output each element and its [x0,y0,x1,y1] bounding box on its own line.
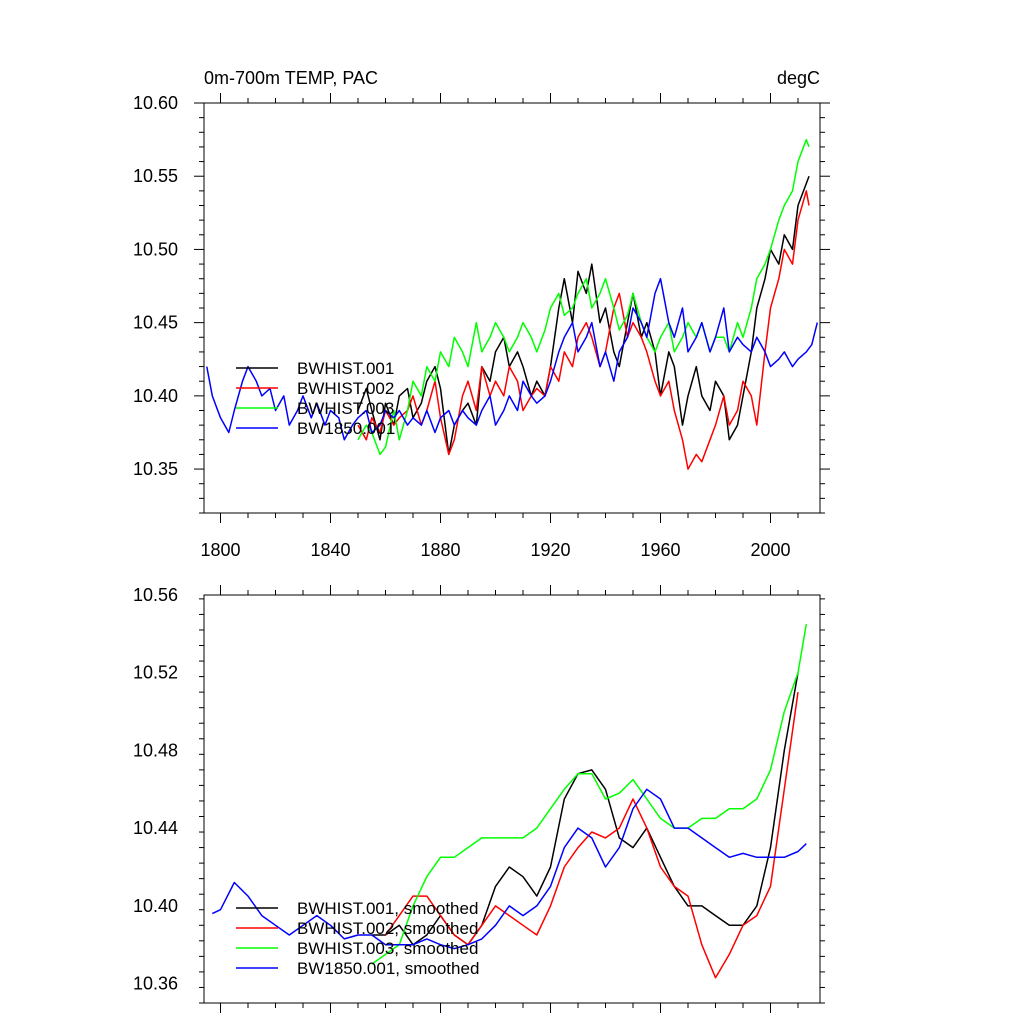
tick-marks [199,585,825,1013]
x-tick-label: 1840 [310,540,350,560]
plot-frame [203,594,821,1004]
y-tick-label: 10.50 [133,239,178,259]
legend-label: BWHIST.002 [297,379,394,398]
y-tick-label: 10.60 [133,93,178,113]
top-panel: 10.35 10.40 10.45 10.50 10.55 10.60 1800 1840 18… [133,68,830,560]
bottom-panel: 10.36 10.40 10.44 10.48 10.52 10.56 BWHIST.001… [133,585,825,1013]
panel-title-left: 0m-700m TEMP, PAC [204,68,378,88]
x-tick-label: 2000 [750,540,790,560]
x-tick-label: 1960 [640,540,680,560]
y-tick-label: 10.35 [133,459,178,479]
legend-label: BW1850.001, smoothed [297,959,479,978]
y-tick-label: 10.36 [133,974,178,994]
y-tick-label: 10.52 [133,663,178,683]
series-line-3 [211,788,807,950]
series-line-3 [206,277,819,441]
x-tick-label: 1880 [420,540,460,560]
x-tick-label: 1800 [200,540,240,560]
y-tick-label: 10.40 [133,386,178,406]
y-tick-label: 10.48 [133,740,178,760]
series-line-2 [371,623,808,965]
legend-label: BWHIST.003 [297,399,394,418]
series-line-0 [357,175,810,456]
legend-label: BWHIST.001 [297,359,394,378]
y-tick-label: 10.56 [133,585,178,605]
legend-label: BWHIST.002, smoothed [297,919,478,938]
series-line-2 [357,138,810,456]
panel-title-right: degC [777,68,820,88]
legend-label: BWHIST.003, smoothed [297,939,478,958]
tick-marks [194,93,830,523]
y-tick-label: 10.44 [133,818,178,838]
y-tick-label: 10.45 [133,313,178,333]
y-tick-label: 10.40 [133,896,178,916]
series-line-1 [384,691,799,979]
legend-label: BW1850.001 [297,419,395,438]
y-tick-label: 10.55 [133,166,178,186]
series-line-1 [357,190,810,470]
series-group [211,623,808,979]
legend-label: BWHIST.001, smoothed [297,899,478,918]
x-tick-label: 1920 [530,540,570,560]
plot-frame [203,102,821,514]
series-group [206,138,819,470]
